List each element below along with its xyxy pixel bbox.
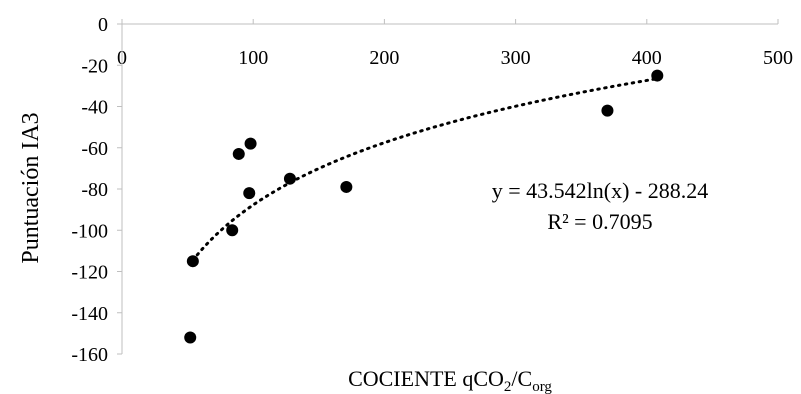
data-point: [340, 180, 353, 193]
equation-label: y = 43.542ln(x) - 288.24: [492, 178, 709, 203]
x-axis-title: COCIENTE qCO2/Corg: [348, 366, 552, 394]
y-tick-label: -120: [71, 262, 108, 284]
data-points: [184, 69, 664, 344]
y-tick-label: 0: [98, 14, 108, 36]
y-tick-label: -80: [81, 179, 108, 201]
data-point: [243, 187, 256, 200]
y-tick-label: -140: [71, 303, 108, 325]
y-tick-label: -160: [71, 344, 108, 366]
x-tick-labels: 0 100 200 300 400 500: [117, 47, 793, 69]
axes: [117, 19, 779, 355]
data-point: [186, 255, 199, 268]
x-tick-label: 400: [632, 47, 662, 69]
r-squared-label: R² = 0.7095: [547, 209, 652, 234]
data-point: [232, 147, 245, 160]
data-point: [184, 331, 197, 344]
x-tick-label: 200: [369, 47, 399, 69]
data-point: [283, 172, 296, 185]
data-point: [601, 104, 614, 117]
y-tick-label: -100: [71, 220, 108, 242]
data-point: [226, 224, 239, 237]
y-axis-title: Puntuación IA3: [18, 112, 44, 263]
y-tick-labels: 0 -20 -40 -60 -80 -100 -120 -140 -160: [71, 14, 108, 366]
y-tick-label: -40: [81, 97, 108, 119]
x-tick-label: 500: [763, 47, 793, 69]
y-tick-label: -20: [81, 55, 108, 77]
trendline: [191, 77, 659, 262]
x-tick-label: 300: [501, 47, 531, 69]
y-tick-label: -60: [81, 138, 108, 160]
data-point: [651, 69, 664, 82]
x-tick-label: 100: [238, 47, 268, 69]
data-point: [244, 137, 257, 150]
